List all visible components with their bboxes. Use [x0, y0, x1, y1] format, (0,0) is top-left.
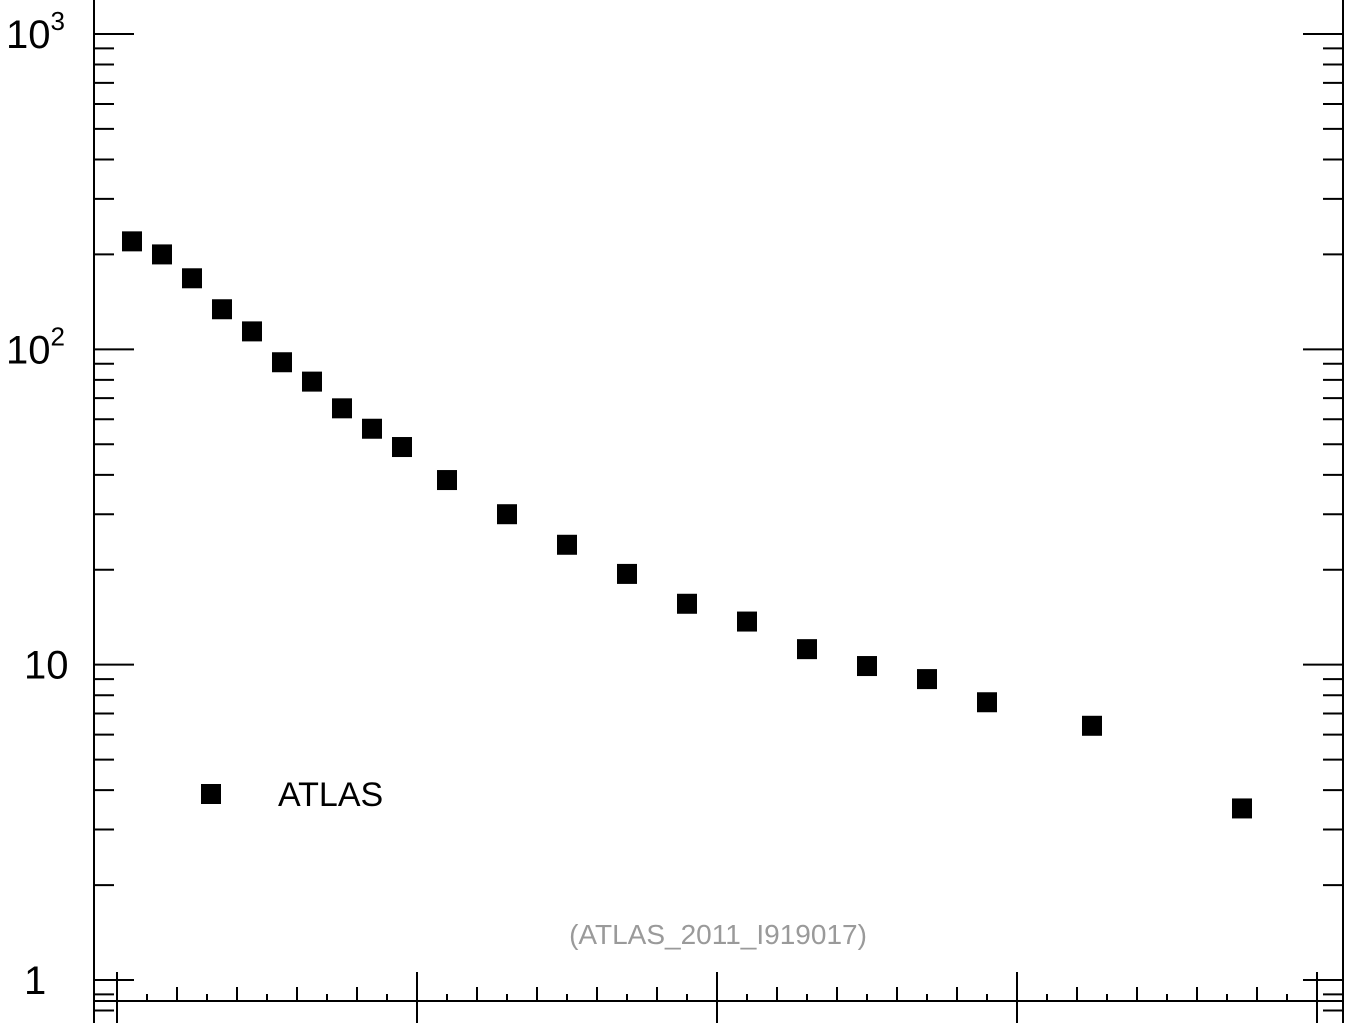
y-tick-label-exponent: 3: [51, 6, 65, 36]
data-point-atlas: [182, 268, 202, 288]
data-point-atlas: [1082, 716, 1102, 736]
y-tick-label-base: 10: [6, 13, 51, 57]
data-point-atlas: [557, 535, 577, 555]
y-axis-ticks: [94, 34, 1343, 1011]
x-axis-ticks: [94, 972, 1343, 1023]
data-point-atlas: [617, 564, 637, 584]
y-tick-label: 1: [24, 959, 46, 1003]
data-point-atlas: [677, 594, 697, 614]
data-point-atlas: [362, 419, 382, 439]
data-point-atlas: [392, 437, 412, 457]
data-point-atlas: [917, 669, 937, 689]
y-tick-label: 10: [24, 644, 69, 688]
analysis-id-annotation: (ATLAS_2011_I919017): [569, 919, 867, 950]
data-point-atlas: [272, 352, 292, 372]
plot-frame: [94, 0, 1343, 1023]
data-point-atlas: [1232, 798, 1252, 818]
data-point-atlas: [152, 244, 172, 264]
y-tick-label: 103: [6, 6, 65, 57]
data-point-atlas: [977, 692, 997, 712]
data-point-atlas: [212, 299, 232, 319]
legend: ATLAS: [201, 776, 383, 814]
data-point-atlas: [302, 372, 322, 392]
y-tick-label-base: 1: [24, 959, 46, 1003]
data-point-atlas: [437, 470, 457, 490]
y-tick-label-base: 10: [24, 644, 69, 688]
data-point-atlas: [737, 612, 757, 632]
legend-label-atlas: ATLAS: [278, 776, 383, 814]
data-point-atlas: [797, 639, 817, 659]
data-point-atlas: [497, 504, 517, 524]
data-point-atlas: [332, 398, 352, 418]
data-point-atlas: [122, 231, 142, 251]
y-tick-label: 102: [6, 321, 65, 372]
data-point-atlas: [242, 321, 262, 341]
series-atlas-markers: [122, 231, 1252, 818]
data-point-atlas: [857, 656, 877, 676]
legend-marker-atlas: [201, 784, 221, 804]
y-tick-label-exponent: 2: [51, 321, 65, 351]
y-tick-label-base: 10: [6, 328, 51, 372]
